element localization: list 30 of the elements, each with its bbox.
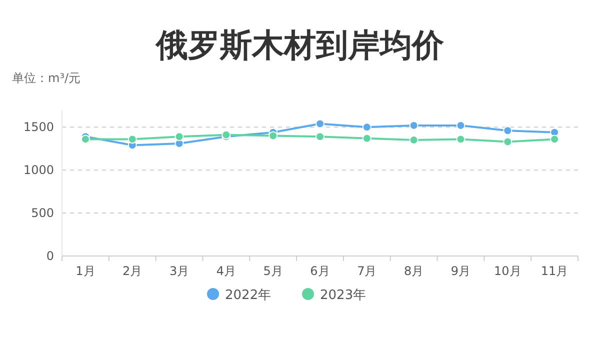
point — [503, 137, 512, 146]
y-tick-label: 1000 — [23, 163, 54, 178]
point — [503, 126, 512, 136]
y-tick-label: 500 — [31, 206, 54, 220]
point — [362, 134, 372, 143]
point — [456, 134, 466, 144]
point — [316, 119, 324, 128]
x-tick-label: 8月 — [404, 264, 424, 278]
y-tick-label: 0 — [46, 249, 54, 263]
point — [268, 131, 278, 140]
point — [80, 134, 90, 144]
point — [316, 132, 324, 142]
chart-subtitle: 单位：m³/元 — [12, 71, 81, 85]
y-tick-label: 1500 — [23, 120, 54, 134]
x-tick-label: 6月 — [310, 264, 330, 278]
point — [174, 132, 184, 142]
x-tick-label: 9月 — [450, 264, 471, 278]
legend-label: 2023年 — [320, 288, 366, 303]
x-tick-label: 1月 — [76, 264, 96, 278]
x-tick-label: 3月 — [169, 264, 190, 278]
legend-label: 2022年 — [225, 288, 272, 303]
point — [128, 134, 137, 144]
x-tick-label: 10月 — [494, 264, 522, 278]
x-tick-label: 5月 — [263, 264, 283, 278]
x-tick-label: 2月 — [122, 264, 142, 278]
x-tick-label: 4月 — [216, 264, 236, 278]
point — [362, 122, 372, 132]
x-tick-label: 7月 — [357, 264, 377, 278]
chart-title: 俄罗斯木材到岸均价 — [155, 26, 445, 64]
x-tick-label: 11月 — [540, 264, 568, 278]
